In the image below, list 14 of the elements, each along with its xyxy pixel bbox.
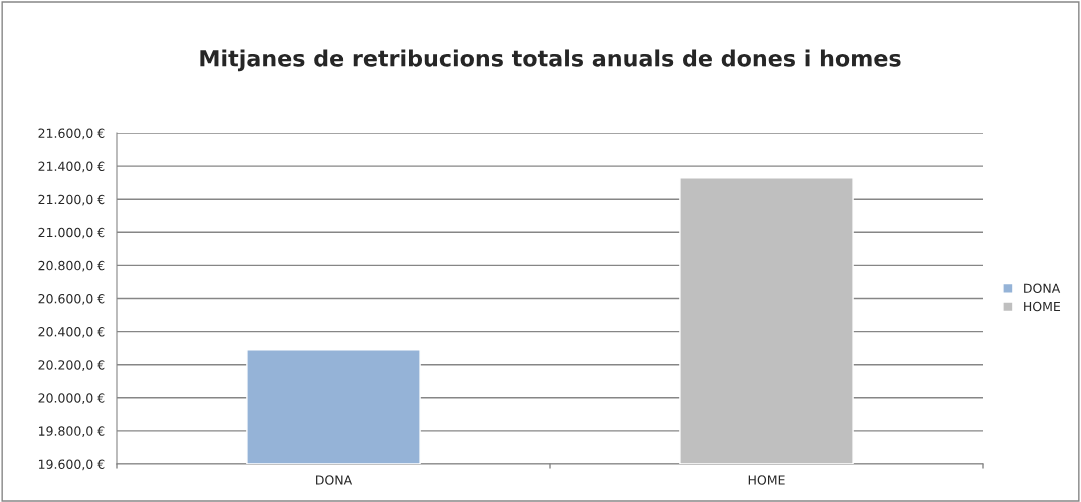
chart-title: Mitjanes de retribucions totals anuals de dones i homes [200, 49, 901, 72]
y-tick-label: 20.600,0 € [38, 293, 105, 305]
y-tick-label: 20.400,0 € [38, 327, 105, 338]
legend-label: DONA [1024, 283, 1061, 293]
y-tick-label: 20.800,0 € [38, 260, 105, 272]
y-tick-label: 21.200,0 € [38, 194, 105, 206]
y-tick-label: 19.600,0 € [38, 459, 105, 471]
y-tick-label: 21.000,0 € [38, 227, 105, 239]
y-tick-label: 19.800,0 € [38, 426, 105, 438]
y-tick-label: 21.400,0 € [38, 161, 105, 173]
legend-label: HOME [1024, 301, 1061, 312]
y-tick-label: 20.000,0 € [38, 393, 105, 404]
y-tick-label: 21.600,0 € [38, 128, 105, 140]
y-tick-label: 20.200,0 € [38, 360, 105, 371]
